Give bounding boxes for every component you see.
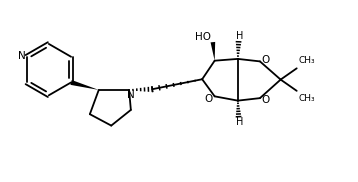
Text: H: H bbox=[236, 31, 243, 41]
Text: O: O bbox=[204, 94, 212, 104]
Text: CH₃: CH₃ bbox=[299, 94, 315, 103]
Polygon shape bbox=[211, 42, 215, 61]
Text: N: N bbox=[127, 90, 134, 100]
Text: O: O bbox=[262, 95, 270, 104]
Text: HO: HO bbox=[195, 32, 211, 42]
Text: O: O bbox=[262, 55, 270, 65]
Polygon shape bbox=[71, 80, 99, 90]
Text: N: N bbox=[18, 51, 26, 61]
Text: CH₃: CH₃ bbox=[299, 56, 315, 65]
Text: H: H bbox=[236, 117, 243, 127]
